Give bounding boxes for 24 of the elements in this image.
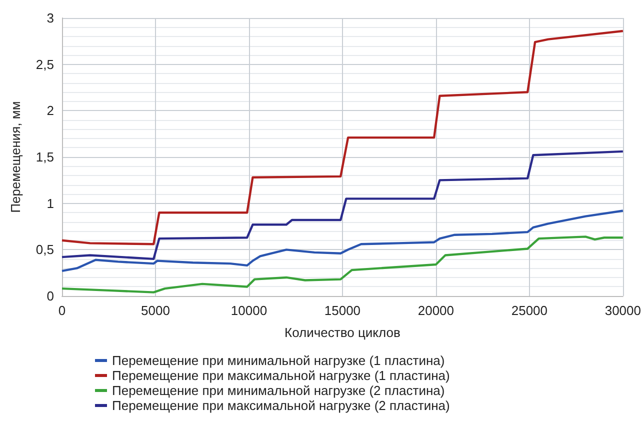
- y-tick-label: 3: [46, 10, 54, 26]
- legend-label: Перемещение при максимальной нагрузке (2 пластина): [112, 398, 450, 413]
- x-tick-label: 20000: [418, 303, 454, 318]
- line-series: [60, 150, 624, 260]
- x-tick-label: 5000: [141, 303, 170, 318]
- y-tick-label: 1,5: [36, 150, 54, 164]
- x-tick-label: 25000: [511, 303, 548, 318]
- line-series: [60, 30, 624, 246]
- line-series: [60, 236, 624, 294]
- x-tick-label: 10000: [230, 303, 268, 318]
- y-axis-title: Перемещения, мм: [8, 101, 23, 213]
- x-tick-label: 30000: [604, 303, 642, 318]
- y-tick-label: 2,5: [36, 56, 54, 72]
- x-tick-label: 0: [58, 303, 66, 318]
- legend-label: Перемещение при минимальной нагрузке (2 пластина): [112, 383, 445, 398]
- x-tick-label: 15000: [324, 303, 361, 318]
- legend-label: Перемещение при минимальной нагрузке (1 пластина): [112, 353, 445, 368]
- y-tick-label: 0,5: [36, 242, 54, 258]
- y-tick-label: 0: [46, 288, 54, 304]
- legend-label: Перемещение при максимальной нагрузке (1 пластина): [112, 368, 450, 383]
- y-tick-label: 1: [46, 196, 54, 211]
- line-series: [60, 210, 624, 272]
- y-tick-label: 2: [46, 103, 54, 118]
- x-axis-title: Количество циклов: [284, 325, 400, 340]
